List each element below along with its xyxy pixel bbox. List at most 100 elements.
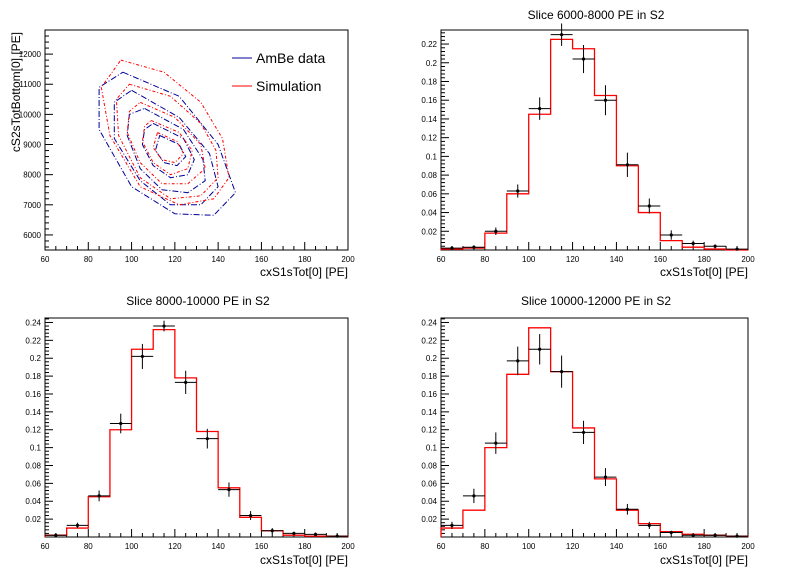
plot-3-ytick-label-0.02: 0.02 — [421, 515, 437, 524]
plot-2-ytick-label-0.18: 0.18 — [25, 372, 41, 381]
plot-3-ytick-label-0.1: 0.1 — [426, 444, 438, 453]
plot-3-data-point-1 — [472, 494, 476, 498]
plot-0-xtick-label-200: 200 — [341, 255, 355, 264]
plot-0-xtick-label-60: 60 — [41, 255, 50, 264]
plot-2-sim-step — [44, 328, 349, 537]
plot-2-data-point-7 — [205, 437, 209, 441]
plot-0-xtick-label-80: 80 — [84, 255, 93, 264]
plot-3-data-point-11 — [691, 533, 695, 537]
plot-0-xtick-label-100: 100 — [125, 255, 139, 264]
plot-0-ytick-label-11000: 11000 — [19, 80, 41, 89]
plot-1-data-point-9 — [647, 204, 651, 208]
plot-0-ytick-label-12000: 12000 — [19, 50, 42, 59]
plot-1-xtick-label-100: 100 — [522, 255, 536, 264]
plot-1-data-point-3 — [516, 189, 520, 193]
plot-2-xtick-label-200: 200 — [341, 542, 355, 551]
plot-2-ytick-label-0.22: 0.22 — [25, 336, 41, 345]
plot-1-sim-step — [440, 38, 748, 251]
contour-data-2 — [126, 107, 206, 194]
plot-1-ytick-label-0.22: 0.22 — [421, 40, 437, 49]
plot-0-xtick-label-180: 180 — [298, 255, 312, 264]
plot-1-xtick-label-180: 180 — [697, 255, 711, 264]
plot-3-data-point-10 — [669, 530, 673, 535]
plot-3-sim-step — [440, 327, 749, 537]
plot-3-data-point-7 — [603, 475, 608, 479]
plot-2-xtick-label-60: 60 — [41, 542, 50, 551]
plot-2-ytick-label-0.04: 0.04 — [25, 497, 41, 506]
contour-sim-4 — [152, 132, 184, 164]
plot-2-ytick-label-0.2: 0.2 — [30, 354, 42, 363]
plot-1-data-point-7 — [603, 98, 608, 102]
plot-1-ytick-label-0.06: 0.06 — [421, 190, 437, 199]
plot-2-data-point-3 — [119, 421, 123, 426]
plot-3-xtick-label-180: 180 — [697, 542, 711, 551]
plot-3-xlabel: cxS1sTot[0] [PE] — [660, 553, 748, 567]
plot-2-ytick-label-0.1: 0.1 — [30, 444, 42, 453]
plot-2-ytick-label-0.02: 0.02 — [25, 515, 41, 524]
plot-2-data-point-2 — [97, 494, 101, 498]
plot-0-xtick-label-120: 120 — [168, 255, 182, 264]
plot-2-data-point-8 — [227, 488, 231, 492]
plot-3-data-point-3 — [516, 359, 520, 363]
contour-data-0 — [98, 71, 236, 216]
plot-1-data-point-13 — [735, 247, 739, 251]
plot-0-ytick-label-7000: 7000 — [23, 201, 41, 210]
plot-3-ytick-label-0.18: 0.18 — [421, 372, 437, 381]
plot-3-ytick-label-0.22: 0.22 — [421, 336, 437, 345]
plot-1-data-point-6 — [581, 57, 586, 61]
plot-3-xtick-label-100: 100 — [522, 542, 536, 551]
plot-1-title: Slice 6000-8000 PE in S2 — [528, 8, 665, 22]
plot-1-xtick-label-200: 200 — [741, 255, 755, 264]
plot-contour: cxS1sTot[0] [PE] cS2sTotBottom[0] [PE] A… — [9, 29, 355, 279]
plot-1-data-point-11 — [691, 241, 695, 246]
plot-3-xtick-label-80: 80 — [480, 542, 489, 551]
plot-3-title: Slice 10000-12000 PE in S2 — [521, 294, 671, 308]
plot-1-ytick-label-0.18: 0.18 — [421, 77, 437, 86]
plot-3-ytick-label-0.08: 0.08 — [421, 461, 437, 470]
plot-slice-6000-8000: Slice 6000-8000 PE in S2 cxS1sTot[0] [PE… — [421, 8, 755, 279]
plot-2-data-point-4 — [140, 354, 144, 359]
plot-3-data-point-6 — [581, 430, 586, 435]
plot-1-data-point-0 — [450, 246, 454, 250]
plot-1-ytick-label-0.16: 0.16 — [421, 96, 437, 105]
plot-3-ytick-label-0.12: 0.12 — [421, 426, 437, 435]
plot-3-ytick-label-0.16: 0.16 — [421, 390, 437, 399]
plot-2-ytick-label-0.24: 0.24 — [25, 318, 41, 327]
plot-1-xtick-label-60: 60 — [437, 255, 446, 264]
plot-2-xtick-label-100: 100 — [125, 542, 139, 551]
plot-2-data-point-5 — [162, 324, 166, 328]
plot-1-data-point-12 — [713, 244, 717, 248]
plot-2-ytick-label-0.12: 0.12 — [25, 426, 41, 435]
plot-1-ytick-label-0.04: 0.04 — [421, 209, 437, 218]
plot-3-xtick-label-140: 140 — [610, 542, 624, 551]
plot-1-xtick-label-80: 80 — [480, 255, 489, 264]
plot-0-legend: AmBe data Simulation — [232, 50, 325, 94]
plot-1-xlabel: cxS1sTot[0] [PE] — [660, 265, 748, 279]
plot-2-xtick-label-80: 80 — [84, 542, 93, 551]
legend-label-simulation: Simulation — [256, 78, 321, 94]
plot-3-data-point-12 — [713, 533, 717, 537]
contour-sim-0 — [100, 59, 230, 206]
plot-2-data-point-9 — [249, 513, 253, 518]
plot-3-ytick-label-0.06: 0.06 — [421, 479, 437, 488]
plot-3-ytick-label-0.14: 0.14 — [421, 408, 437, 417]
plot-1-data-point-10 — [669, 233, 673, 237]
plot-0-xlabel: cxS1sTot[0] [PE] — [260, 265, 348, 279]
plot-3-data-point-8 — [625, 507, 629, 511]
plot-1-data-point-4 — [538, 107, 542, 111]
plot-2-xtick-label-140: 140 — [211, 542, 225, 551]
plot-1-ytick-label-0.14: 0.14 — [421, 115, 437, 124]
plot-0-ylabel: cS2sTotBottom[0] [PE] — [9, 32, 23, 152]
plot-2-xtick-label-120: 120 — [168, 542, 182, 551]
plot-3-xtick-label-160: 160 — [654, 542, 668, 551]
plot-0-xtick-label-140: 140 — [211, 255, 225, 264]
legend-label-ambe: AmBe data — [256, 50, 325, 66]
plot-slice-10000-12000: Slice 10000-12000 PE in S2 cxS1sTot[0] [… — [421, 294, 755, 567]
plot-2-ytick-label-0.16: 0.16 — [25, 390, 41, 399]
plot-2-data-point-1 — [75, 523, 80, 527]
plot-3-ytick-label-0.24: 0.24 — [421, 318, 437, 327]
plot-1-ytick-label-0.2: 0.2 — [426, 59, 438, 68]
plot-1-xtick-label-160: 160 — [654, 255, 668, 264]
plot-1-ytick-label-0.1: 0.1 — [426, 152, 438, 161]
plot-2-title: Slice 8000-10000 PE in S2 — [126, 294, 270, 308]
